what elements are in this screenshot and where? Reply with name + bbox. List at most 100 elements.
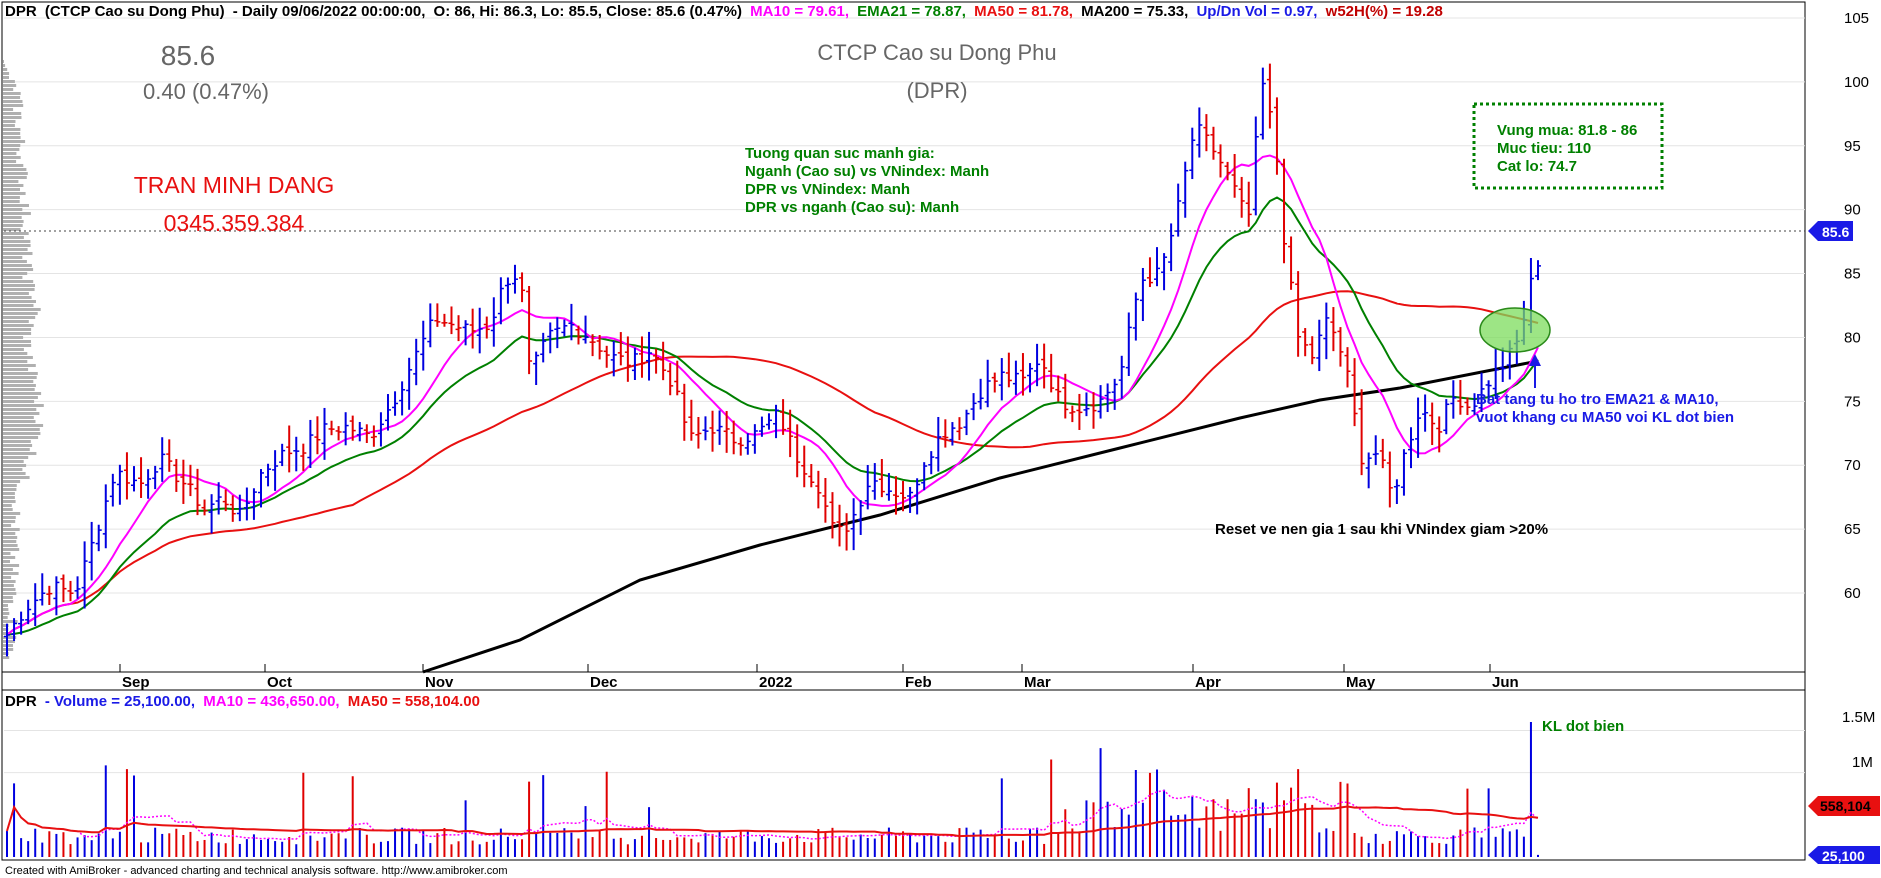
volume-profile-bar xyxy=(3,536,18,539)
volume-profile-bar xyxy=(3,92,21,95)
chart-ticker: (DPR) xyxy=(906,78,967,103)
volume-profile-bar xyxy=(3,272,28,275)
volume-profile-bar xyxy=(3,64,6,67)
price-bars xyxy=(4,63,1541,657)
price-tick-label: 100 xyxy=(1844,74,1869,91)
strength-notes: Tuong quan suc manh gia: Nganh (Cao su) … xyxy=(745,145,989,216)
volume-spike-note: KL dot bien xyxy=(1542,718,1624,735)
volume-profile-bar xyxy=(3,300,36,303)
volume-profile-bar xyxy=(3,568,13,571)
volume-ma50-tag-label: 558,104 xyxy=(1820,798,1871,814)
volume-profile-bar xyxy=(3,516,16,519)
author-name: TRAN MINH DANG xyxy=(134,172,335,198)
plan-stop: Cat lo: 74.7 xyxy=(1497,158,1577,175)
volume-profile-bar xyxy=(3,552,11,555)
volume-tag-label: 25,100 xyxy=(1822,848,1865,864)
volume-profile-bar xyxy=(3,216,22,219)
volume-profile-bar xyxy=(3,628,9,631)
volume-profile xyxy=(3,60,44,659)
volume-profile-bar xyxy=(3,376,37,379)
volume-profile-bar xyxy=(3,456,29,459)
volume-profile-bar xyxy=(3,224,23,227)
month-label: Oct xyxy=(267,674,292,691)
header-ema21: EMA21 = 78.87, xyxy=(857,3,966,20)
header-period: - Daily 09/06/2022 00:00:00, xyxy=(233,3,426,20)
price-tick-label: 80 xyxy=(1844,329,1861,346)
volume-profile-bar xyxy=(3,264,32,267)
volume-profile-bar xyxy=(3,352,28,355)
price-axis: 60 65 70 75 80 85 90 95 100 105 xyxy=(1844,10,1869,602)
plan-buy-zone: Vung mua: 81.8 - 86 xyxy=(1497,122,1637,139)
chart-header: DPR (CTCP Cao su Dong Phu) - Daily 09/06… xyxy=(5,3,1443,20)
volume-profile-bar xyxy=(3,504,12,507)
volume-profile-bar xyxy=(3,348,24,351)
volume-profile-bar xyxy=(3,132,21,135)
volume-profile-bar xyxy=(3,308,41,311)
price-tick-label: 105 xyxy=(1844,10,1869,27)
month-label: Nov xyxy=(425,674,454,691)
volume-profile-bar xyxy=(3,480,21,483)
breakout-arrow-head xyxy=(1529,354,1541,366)
volume-profile-bar xyxy=(3,128,21,131)
chart-title: CTCP Cao su Dong Phu xyxy=(817,40,1056,65)
volume-profile-bar xyxy=(3,624,9,627)
volume-profile-bar xyxy=(3,492,15,495)
volume-profile-bar xyxy=(3,68,8,71)
volume-profile-bar xyxy=(3,220,24,223)
breakout-note-2: vuot khang cu MA50 voi KL dot bien xyxy=(1476,409,1734,426)
volume-profile-bar xyxy=(3,380,34,383)
volume-profile-bar xyxy=(3,544,18,547)
volume-profile-bar xyxy=(3,96,21,99)
price-tick-label: 60 xyxy=(1844,585,1861,602)
volume-profile-bar xyxy=(3,156,21,159)
strength-line-3: DPR vs VNindex: Manh xyxy=(745,181,910,198)
volume-profile-bar xyxy=(3,100,23,103)
volume-profile-bar xyxy=(3,124,15,127)
header-ma200: MA200 = 75.33, xyxy=(1081,3,1188,20)
volume-header: DPR - Volume = 25,100.00, MA10 = 436,650… xyxy=(5,693,480,710)
volume-profile-bar xyxy=(3,88,14,91)
volume-profile-bar xyxy=(3,500,16,503)
footer-credit: Created with AmiBroker - advanced charti… xyxy=(5,865,508,877)
volume-profile-bar xyxy=(3,140,26,143)
breakout-note-1: Bat tang tu ho tro EMA21 & MA10, xyxy=(1476,391,1719,408)
volume-profile-bar xyxy=(3,60,4,63)
volume-profile-bar xyxy=(3,524,12,527)
header-updn: Up/Dn Vol = 0.97, xyxy=(1196,3,1317,20)
strength-line-4: DPR vs nganh (Cao su): Manh xyxy=(745,199,959,216)
header-symbol: DPR xyxy=(5,3,37,20)
trade-plan-box xyxy=(1472,102,1664,190)
header-ma50: MA50 = 81.78, xyxy=(974,3,1073,20)
volume-profile-bar xyxy=(3,248,28,251)
volume-profile-bar xyxy=(3,580,16,583)
volume-profile-bar xyxy=(3,324,34,327)
volume-profile-bar xyxy=(3,192,26,195)
volume-profile-bar xyxy=(3,364,36,367)
volume-profile-bar xyxy=(3,164,24,167)
header-w52: w52H(%) = 19.28 xyxy=(1325,3,1443,20)
volume-profile-bar xyxy=(3,400,35,403)
chart-frame xyxy=(1,1,1806,861)
volume-profile-bar xyxy=(3,616,8,619)
volume-profile-bar xyxy=(3,444,33,447)
volume-profile-bar xyxy=(3,372,38,375)
volume-profile-bar xyxy=(3,520,16,523)
ema21-line xyxy=(6,196,1539,636)
volume-profile-bar xyxy=(3,200,20,203)
volume-profile-bar xyxy=(3,72,10,75)
volume-profile-bar xyxy=(3,280,34,283)
ma50-line xyxy=(6,290,1539,636)
volume-profile-bar xyxy=(3,656,10,659)
volume-profile-bar xyxy=(3,212,31,215)
volume-header-symbol: DPR xyxy=(5,693,37,710)
volume-profile-bar xyxy=(3,548,20,551)
breakout-highlight xyxy=(1479,307,1551,353)
month-label: May xyxy=(1346,674,1376,691)
header-ohlc: O: 86, Hi: 86.3, Lo: 85.5, Close: 85.6 (… xyxy=(434,3,742,20)
volume-profile-bar xyxy=(3,576,12,579)
volume-profile-bar xyxy=(3,564,20,567)
volume-profile-bar xyxy=(3,636,17,639)
volume-profile-bar xyxy=(3,120,16,123)
volume-grid xyxy=(4,729,1805,774)
strength-line-1: Tuong quan suc manh gia: xyxy=(745,145,935,162)
